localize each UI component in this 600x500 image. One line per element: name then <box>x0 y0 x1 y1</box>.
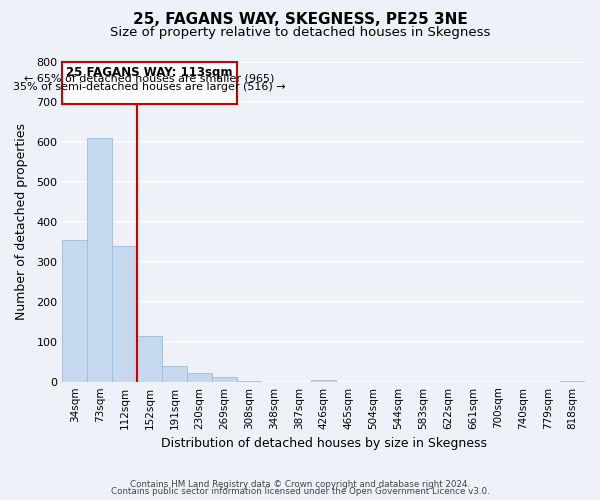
Text: Contains HM Land Registry data © Crown copyright and database right 2024.: Contains HM Land Registry data © Crown c… <box>130 480 470 489</box>
Bar <box>187 373 212 382</box>
Bar <box>311 380 336 382</box>
Text: 25 FAGANS WAY: 113sqm: 25 FAGANS WAY: 113sqm <box>66 66 233 78</box>
X-axis label: Distribution of detached houses by size in Skegness: Distribution of detached houses by size … <box>161 437 487 450</box>
Y-axis label: Number of detached properties: Number of detached properties <box>15 123 28 320</box>
Bar <box>137 336 162 382</box>
Text: 25, FAGANS WAY, SKEGNESS, PE25 3NE: 25, FAGANS WAY, SKEGNESS, PE25 3NE <box>133 12 467 28</box>
Bar <box>212 377 236 382</box>
Text: Size of property relative to detached houses in Skegness: Size of property relative to detached ho… <box>110 26 490 39</box>
Bar <box>87 138 112 382</box>
Text: ← 65% of detached houses are smaller (965): ← 65% of detached houses are smaller (96… <box>24 74 275 84</box>
Bar <box>560 381 585 382</box>
Bar <box>112 246 137 382</box>
Bar <box>162 366 187 382</box>
Bar <box>62 240 87 382</box>
Text: Contains public sector information licensed under the Open Government Licence v3: Contains public sector information licen… <box>110 488 490 496</box>
Text: 35% of semi-detached houses are larger (516) →: 35% of semi-detached houses are larger (… <box>13 82 286 92</box>
FancyBboxPatch shape <box>62 62 236 104</box>
Bar <box>236 381 262 382</box>
